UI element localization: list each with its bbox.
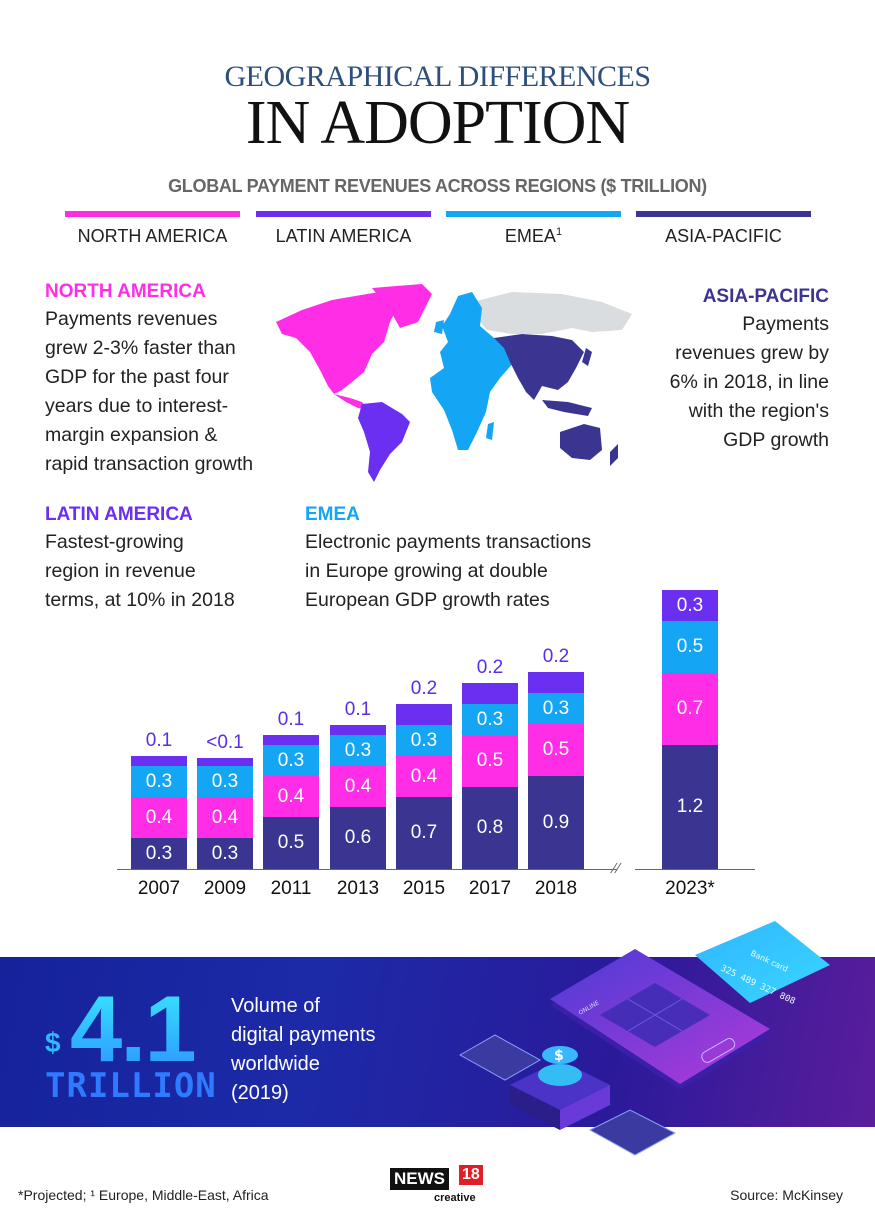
asia-pacific-text: Payments revenues grew by 6% in 2018, in… <box>669 313 829 451</box>
latin-america-value-label: 0.2 <box>410 678 438 699</box>
cart-pad-icon <box>588 1109 677 1156</box>
news18-logo: NEWS 18 creative <box>390 1165 486 1206</box>
segment-north-america: 0.7 <box>662 673 718 745</box>
segment-latin-america <box>462 683 518 704</box>
payment-device-illustration: Bank card 325 489 327 808 ONLINE $ <box>458 921 830 1156</box>
legend-swatch-asia-pacific <box>636 211 811 217</box>
segment-north-america: 0.4 <box>131 797 187 838</box>
latin-america-value-label: 0.1 <box>277 709 305 730</box>
x-tick-label: 2017 <box>468 878 512 899</box>
asia-pacific-block: ASIA-PACIFIC Payments revenues grew by 6… <box>670 286 829 455</box>
svg-text:$: $ <box>554 1048 564 1064</box>
segment-emea: 0.3 <box>462 704 518 735</box>
latin-america-text: Fastest-growing region in revenue terms,… <box>45 531 235 611</box>
segment-north-america: 0.4 <box>263 776 319 817</box>
stat-currency: $ <box>45 1027 61 1058</box>
legend-swatch-north-america <box>65 211 240 217</box>
south-america-shape <box>358 402 410 482</box>
latin-america-value-label: <0.1 <box>206 732 244 753</box>
footnote-marker: 1 <box>555 226 563 238</box>
emea-heading: EMEA <box>305 504 360 525</box>
north-america-text: Payments revenues grew 2-3% faster than … <box>45 308 254 475</box>
latin-america-value-label: 0.1 <box>344 699 372 720</box>
emea-block: EMEA Electronic payments transactions in… <box>305 504 591 615</box>
segment-latin-america <box>131 756 187 766</box>
segment-emea: 0.3 <box>396 725 452 756</box>
segment-latin-america <box>197 758 253 766</box>
north-america-shape <box>276 290 400 394</box>
wallet-pad-icon <box>458 1034 542 1081</box>
page-title: IN ADOPTION <box>245 89 630 157</box>
segment-asia-pacific: 0.6 <box>330 807 386 869</box>
chart-subtitle: GLOBAL PAYMENT REVENUES ACROSS REGIONS (… <box>168 176 707 196</box>
segment-emea: 0.3 <box>528 693 584 724</box>
tablet-icon: ONLINE <box>550 949 770 1090</box>
stat-unit: TRILLION <box>45 1066 217 1106</box>
segment-latin-america <box>396 704 452 725</box>
russia-shape <box>472 292 632 334</box>
x-tick-label: 2023* <box>665 878 715 899</box>
segment-north-america: 0.4 <box>197 797 253 838</box>
legend-label-latin-america: LATIN AMERICA <box>275 226 412 246</box>
segment-north-america: 0.5 <box>528 724 584 776</box>
australia-shape <box>560 424 602 460</box>
latin-america-heading: LATIN AMERICA <box>45 504 193 525</box>
emea-text: Electronic payments transactions in Euro… <box>305 531 592 611</box>
segment-latin-america <box>528 672 584 693</box>
title-line-1: GEOGRAPHICAL DIFFERENCES <box>224 60 651 93</box>
stat-amount: 4.1 <box>70 976 197 1081</box>
latin-america-value-label: 0.1 <box>145 730 173 751</box>
segment-emea: 0.3 <box>197 766 253 797</box>
latin-america-value-label: 0.2 <box>476 657 504 678</box>
segment-asia-pacific: 0.3 <box>131 838 187 869</box>
north-america-heading: NORTH AMERICA <box>45 281 206 302</box>
segment-north-america: 0.4 <box>396 756 452 797</box>
x-tick-label: 2013 <box>336 878 380 899</box>
latin-america-block: LATIN AMERICA Fastest-growing region in … <box>45 504 235 615</box>
legend-swatch-emea <box>446 211 621 217</box>
north-america-block: NORTH AMERICA Payments revenues grew 2-3… <box>45 281 253 479</box>
asia-pacific-heading: ASIA-PACIFIC <box>702 286 829 307</box>
stacked-bar-chart: // 0.3 0.4 0.3 0.1 2007 0.3 0.4 0.3 <0.1 2009 0.5 0… <box>0 560 875 910</box>
legend-label-asia-pacific: ASIA-PACIFIC <box>665 226 782 246</box>
segment-asia-pacific: 0.9 <box>528 776 584 869</box>
x-tick-label: 2015 <box>402 878 446 899</box>
footnote: *Projected; ¹ Europe, Middle-East, Afric… <box>18 1187 269 1203</box>
x-axis-line-projected <box>635 869 755 870</box>
x-tick-label: 2007 <box>137 878 181 899</box>
legend-swatch-latin-america <box>256 211 431 217</box>
legend-label-emea: EMEA1 <box>504 226 563 246</box>
source-credit: Source: McKinsey <box>730 1187 843 1203</box>
segment-latin-america <box>330 725 386 735</box>
x-tick-label: 2011 <box>270 878 312 899</box>
x-tick-label: 2009 <box>203 878 247 899</box>
segment-north-america: 0.5 <box>462 735 518 787</box>
segment-emea: 0.3 <box>131 766 187 797</box>
segment-emea: 0.3 <box>263 745 319 776</box>
legend-label-north-america: NORTH AMERICA <box>77 226 228 246</box>
x-axis-line <box>117 869 617 870</box>
segment-north-america: 0.4 <box>330 766 386 807</box>
emea-shape <box>430 292 514 450</box>
x-tick-label: 2018 <box>534 878 578 899</box>
segment-emea: 0.5 <box>662 621 718 673</box>
segment-emea: 0.3 <box>330 735 386 766</box>
segment-latin-america <box>263 735 319 745</box>
segment-asia-pacific: 0.3 <box>197 838 253 869</box>
segment-asia-pacific: 0.8 <box>462 787 518 869</box>
asia-pacific-shape <box>494 334 584 400</box>
axis-break-mark: // <box>609 860 623 876</box>
segment-asia-pacific: 1.2 <box>662 745 718 869</box>
stat-description: Volume of digital payments worldwide (20… <box>231 995 376 1104</box>
latin-america-value-label: 0.2 <box>542 646 570 667</box>
coin-hub-icon: $ <box>510 1046 610 1130</box>
world-map <box>276 284 632 482</box>
segment-asia-pacific: 0.5 <box>263 817 319 869</box>
segment-asia-pacific: 0.7 <box>396 797 452 869</box>
bank-card-icon: Bank card 325 489 327 808 <box>695 921 830 1007</box>
segment-latin-america: 0.3 <box>662 590 718 621</box>
